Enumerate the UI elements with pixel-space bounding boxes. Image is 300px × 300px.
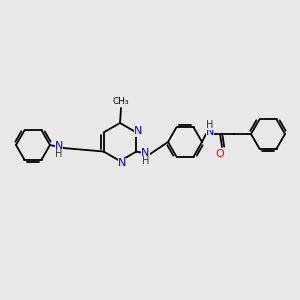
Text: H: H xyxy=(142,155,149,166)
Text: H: H xyxy=(206,120,214,130)
Text: H: H xyxy=(55,149,63,159)
Text: N: N xyxy=(118,158,126,168)
Text: CH₃: CH₃ xyxy=(113,98,129,106)
Text: N: N xyxy=(134,127,142,136)
Text: N: N xyxy=(141,148,150,158)
Text: O: O xyxy=(216,149,224,159)
Text: N: N xyxy=(206,127,214,137)
Text: N: N xyxy=(55,141,63,151)
